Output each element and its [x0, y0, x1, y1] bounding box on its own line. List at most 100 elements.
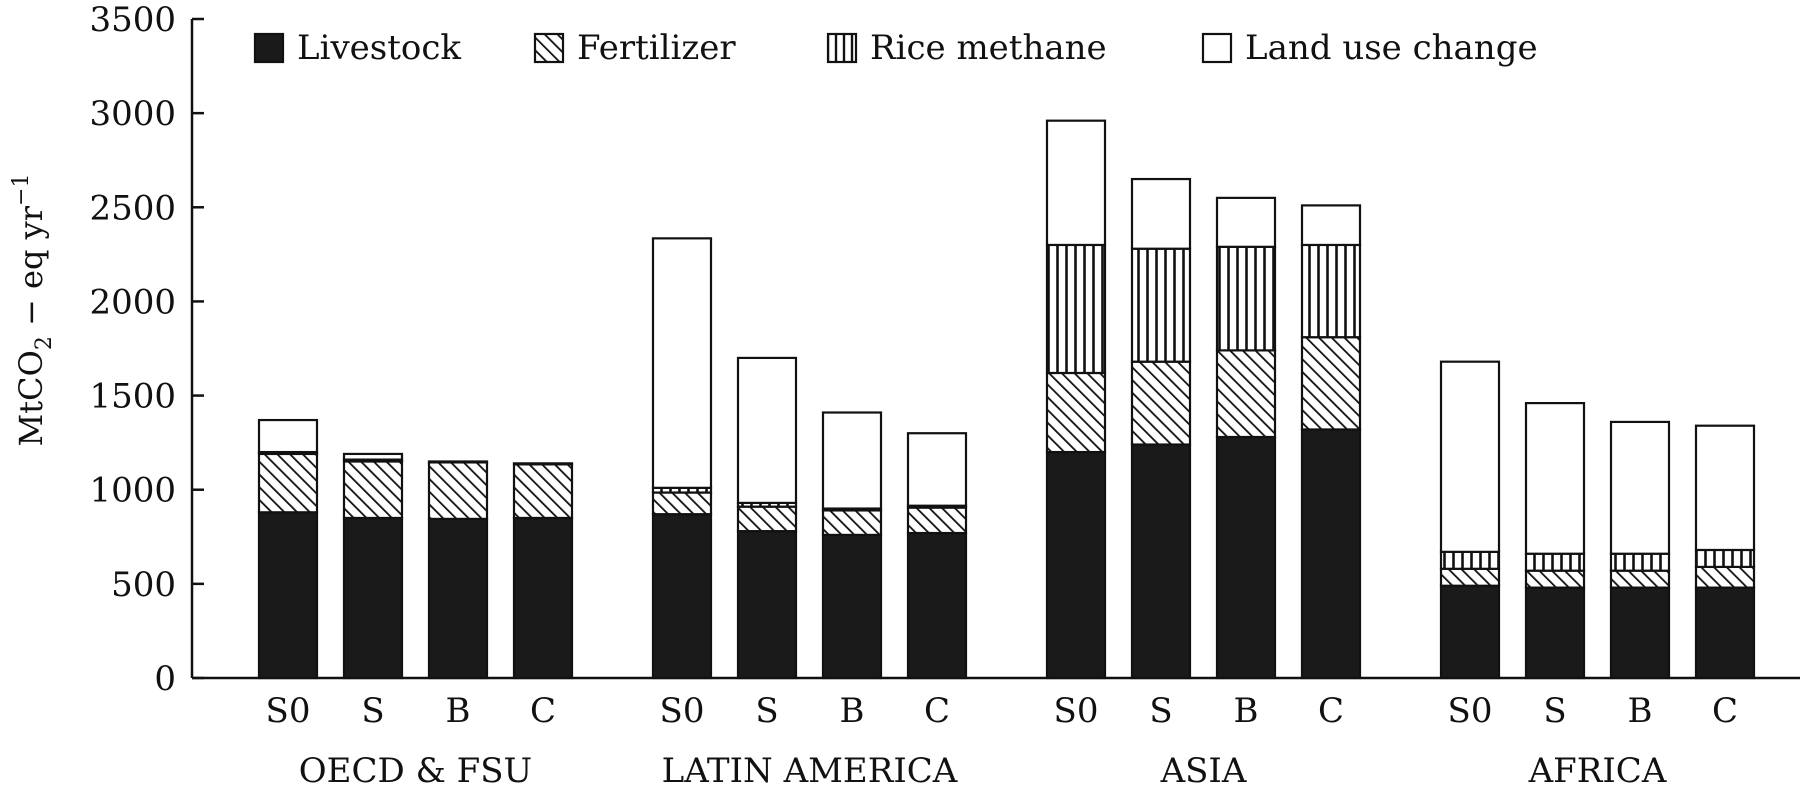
- x-tick-label: S0: [1448, 691, 1493, 731]
- legend-item-land-use-change: Land use change: [1201, 28, 1538, 68]
- group-label-asia: ASIA: [1160, 751, 1247, 790]
- bar-segment-fertilizer: [906, 506, 968, 535]
- bar-segment-land-use-change: [1130, 177, 1192, 250]
- y-axis-title-rest: − eq yr: [12, 205, 50, 336]
- y-tick-label: 500: [111, 565, 176, 605]
- bar-segment-livestock: [1300, 428, 1362, 680]
- y-tick-label: 1000: [89, 471, 176, 511]
- bar-segment-rice-methane: [1045, 243, 1107, 375]
- legend-label: Land use change: [1245, 28, 1538, 68]
- y-tick-label: 1500: [89, 377, 176, 417]
- x-tick-label: B: [446, 691, 471, 731]
- bar-latin-america-c: [906, 432, 968, 680]
- legend-item-livestock: Livestock: [253, 28, 461, 68]
- bar-segment-land-use-change: [1439, 360, 1501, 553]
- legend-swatch: [533, 32, 565, 64]
- bar-segment-land-use-change: [1524, 402, 1586, 555]
- y-tick-label: 2000: [89, 282, 176, 322]
- bar-segment-land-use-change: [1215, 196, 1277, 248]
- bar-latin-america-b: [821, 411, 883, 680]
- legend-label: Rice methane: [870, 28, 1107, 68]
- bar-asia-s0: [1045, 119, 1107, 680]
- x-tick-label: S: [755, 691, 778, 731]
- y-tick-label: 3500: [89, 0, 176, 40]
- bars: [257, 119, 1756, 680]
- bar-oecd-and-fsu-s0: [257, 418, 319, 680]
- x-tick-label: C: [924, 691, 950, 731]
- bar-segment-land-use-change: [257, 418, 319, 454]
- bar-segment-rice-methane: [1524, 552, 1586, 572]
- bar-segment-land-use-change: [906, 432, 968, 507]
- bar-segment-livestock: [512, 516, 574, 680]
- y-tick-label: 0: [154, 659, 176, 699]
- bar-segment-fertilizer: [1694, 565, 1756, 589]
- bar-segment-fertilizer: [1439, 567, 1501, 587]
- legend-label: Fertilizer: [577, 28, 736, 68]
- bar-segment-rice-methane: [1215, 245, 1277, 352]
- bar-segment-land-use-change: [1609, 420, 1671, 555]
- bar-segment-fertilizer: [1524, 569, 1586, 589]
- bar-segment-livestock: [821, 533, 883, 680]
- x-tick-label: B: [1234, 691, 1259, 731]
- bar-segment-livestock: [736, 530, 798, 680]
- y-tick-label: 2500: [89, 188, 176, 228]
- bar-segment-livestock: [257, 511, 319, 680]
- y-axis-title-superscript: −1: [9, 174, 34, 206]
- bar-africa-s: [1524, 402, 1586, 680]
- bar-africa-b: [1609, 420, 1671, 680]
- bar-segment-land-use-change: [651, 237, 713, 489]
- bar-segment-fertilizer: [821, 509, 883, 537]
- bar-segment-fertilizer: [1300, 336, 1362, 431]
- bar-segment-livestock: [1045, 450, 1107, 680]
- x-tick-label: B: [1628, 691, 1653, 731]
- bar-segment-fertilizer: [512, 463, 574, 520]
- y-axis-title-subscript: 2: [32, 336, 57, 350]
- bar-segment-land-use-change: [342, 452, 404, 461]
- bar-latin-america-s: [736, 356, 798, 680]
- bar-segment-livestock: [1215, 435, 1277, 680]
- group-label-africa: AFRICA: [1528, 751, 1667, 790]
- bar-segment-fertilizer: [427, 461, 489, 520]
- legend-label: Livestock: [297, 28, 461, 68]
- bar-segment-land-use-change: [427, 460, 489, 464]
- bar-segment-land-use-change: [821, 411, 883, 510]
- bar-segment-livestock: [342, 516, 404, 680]
- x-tick-label: S: [1543, 691, 1566, 731]
- axes: 0 500 1000 1500 2000 2500 3000 3500: [89, 0, 1800, 699]
- bar-segment-rice-methane: [1130, 247, 1192, 363]
- bar-segment-fertilizer: [651, 491, 713, 516]
- bar-oecd-and-fsu-c: [512, 462, 574, 680]
- bar-segment-livestock: [651, 513, 713, 680]
- x-tick-label: B: [840, 691, 865, 731]
- group-label-oecd-and-fsu: OECD & FSU: [299, 751, 532, 790]
- bar-segment-livestock: [1130, 443, 1192, 680]
- x-tick-label: C: [530, 691, 556, 731]
- bar-segment-land-use-change: [1300, 204, 1362, 247]
- bar-segment-fertilizer: [342, 460, 404, 520]
- bar-latin-america-s0: [651, 237, 713, 680]
- bar-segment-livestock: [1694, 586, 1756, 680]
- bar-segment-rice-methane: [1439, 550, 1501, 570]
- bar-segment-fertilizer: [257, 452, 319, 514]
- legend-item-fertilizer: Fertilizer: [533, 28, 736, 68]
- bar-asia-s: [1130, 177, 1192, 680]
- bar-segment-land-use-change: [736, 356, 798, 504]
- bar-segment-fertilizer: [736, 505, 798, 533]
- x-tick-label: S0: [660, 691, 705, 731]
- x-axis-labels: S0 S B C OECD & FSU S0 S B C LATIN AMERICA S0 S B C AS…: [266, 691, 1738, 790]
- legend-item-rice-methane: Rice methane: [826, 28, 1107, 68]
- bar-oecd-and-fsu-s: [342, 452, 404, 680]
- bar-segment-land-use-change: [1694, 424, 1756, 552]
- bar-africa-s0: [1439, 360, 1501, 680]
- bar-segment-rice-methane: [1609, 552, 1671, 572]
- bar-segment-fertilizer: [1215, 349, 1277, 439]
- legend: Livestock Fertilizer Rice methane Land use …: [253, 28, 1538, 68]
- y-axis-title: MtCO2 − eq yr−1: [9, 174, 57, 447]
- bar-segment-fertilizer: [1130, 360, 1192, 446]
- bar-segment-livestock: [906, 531, 968, 680]
- y-axis-title-main: MtCO: [12, 350, 50, 446]
- legend-swatch: [1201, 32, 1233, 64]
- bar-segment-livestock: [1439, 584, 1501, 680]
